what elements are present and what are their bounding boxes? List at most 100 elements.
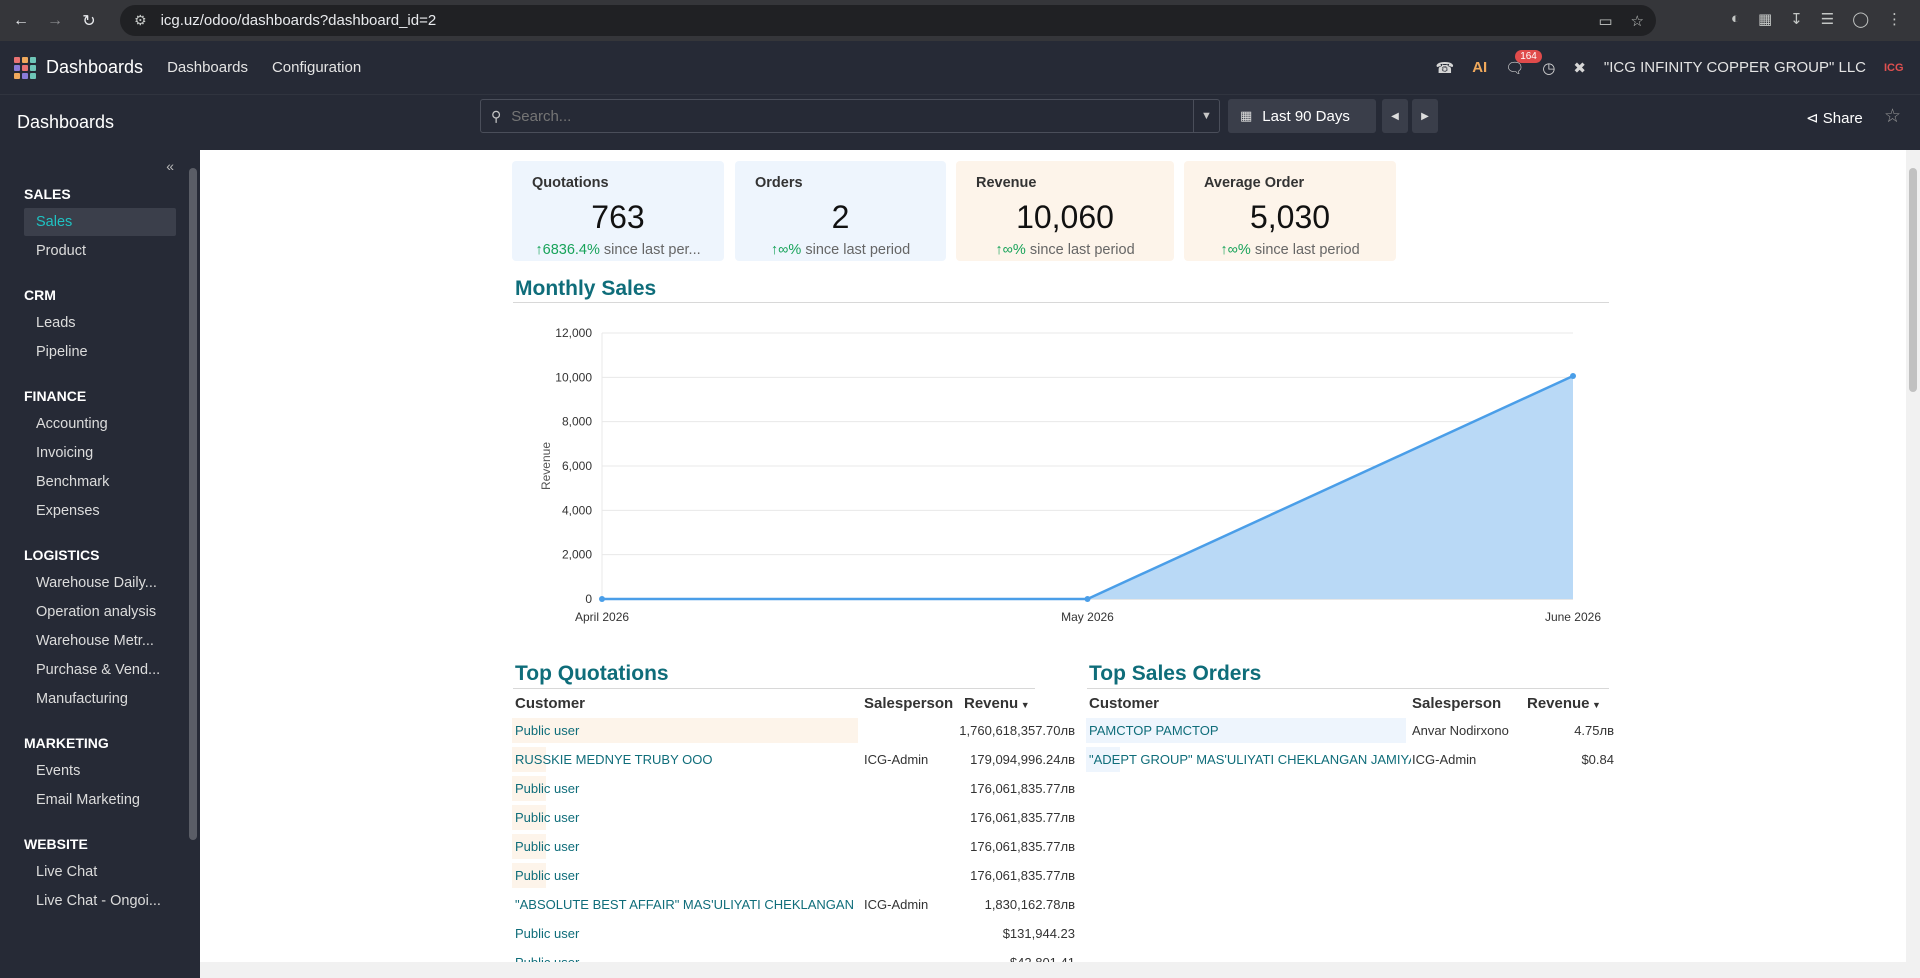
customer-cell[interactable]: Public user: [515, 926, 580, 941]
company-logo[interactable]: ICG: [1884, 61, 1904, 74]
forward-icon[interactable]: →: [47, 11, 63, 29]
search-options-toggle[interactable]: ▼: [1193, 100, 1219, 132]
col-header-revenue-label: Revenu: [964, 695, 1019, 712]
url-text: icg.uz/odoo/dashboards?dashboard_id=2: [160, 12, 437, 29]
col-header-customer[interactable]: Customer: [515, 695, 586, 712]
extension-icon[interactable]: ◐: [1730, 10, 1740, 27]
kpi-orders[interactable]: Orders 2 ↑∞% since last period: [735, 161, 946, 261]
collapse-sidebar-icon[interactable]: «: [166, 158, 174, 174]
sidebar-item-live-chat-ongoi[interactable]: Live Chat - Ongoi...: [36, 893, 161, 909]
customer-cell[interactable]: "ABSOLUTE BEST AFFAIR" MAS'ULIYATI CHEKL…: [515, 897, 858, 912]
y-tick-label: 10,000: [555, 370, 592, 384]
revenue-cell: $0.84: [1581, 752, 1614, 767]
kpi-revenue[interactable]: Revenue 10,060 ↑∞% since last period: [956, 161, 1174, 261]
menu-configuration[interactable]: Configuration: [271, 59, 362, 76]
table-row[interactable]: Public user 1,760,618,357.70лв: [512, 718, 1075, 743]
search-input[interactable]: [511, 107, 1193, 125]
customer-cell[interactable]: Public user: [515, 810, 580, 825]
app-menu-icon[interactable]: [14, 56, 36, 79]
revenue-cell: 176,061,835.77лв: [970, 839, 1075, 854]
customer-cell[interactable]: RUSSKIE MEDNYE TRUBY OOO: [515, 752, 713, 767]
company-switcher[interactable]: "ICG INFINITY COPPER GROUP" LLC: [1603, 59, 1866, 76]
site-info-icon[interactable]: ⚙: [134, 12, 147, 28]
sidebar-item-events[interactable]: Events: [36, 763, 81, 779]
table-row[interactable]: Public user 176,061,835.77лв: [512, 805, 1075, 830]
ai-icon[interactable]: AI: [1472, 59, 1488, 76]
sidebar-item-operation-analysis[interactable]: Operation analysis: [36, 604, 157, 620]
table-row[interactable]: "ADEPT GROUP" MAS'ULIYATI CHEKLANGAN JAM…: [1086, 747, 1619, 772]
reload-icon[interactable]: ↻: [82, 12, 96, 30]
tools-icon[interactable]: ✖: [1573, 59, 1586, 77]
profile-icon[interactable]: ◯: [1852, 11, 1869, 28]
sidebar-item-accounting[interactable]: Accounting: [36, 416, 108, 432]
phone-icon[interactable]: ☎: [1435, 59, 1455, 77]
col-header-revenue[interactable]: Revenue ▼: [1527, 695, 1601, 712]
table-row[interactable]: Public user 176,061,835.77лв: [512, 776, 1075, 801]
messages-icon[interactable]: 🗨 164: [1505, 49, 1542, 77]
sidebar-item-live-chat[interactable]: Live Chat: [36, 864, 98, 880]
sidebar-item-benchmark[interactable]: Benchmark: [36, 474, 110, 490]
browser-menu-icon[interactable]: ⋮: [1887, 11, 1902, 28]
customer-cell[interactable]: Public user: [515, 781, 580, 796]
horizontal-scrollbar[interactable]: [200, 962, 1920, 978]
next-period-button[interactable]: ▶: [1412, 99, 1438, 133]
col-header-customer[interactable]: Customer: [1089, 695, 1160, 712]
sidebar-item-purchase-vend[interactable]: Purchase & Vend...: [36, 662, 161, 678]
col-header-revenue-label: Revenue: [1527, 695, 1590, 712]
sidebar-scrollbar-thumb[interactable]: [189, 168, 197, 840]
calendar-icon: ▦: [1240, 108, 1253, 123]
back-icon[interactable]: ←: [13, 11, 29, 29]
sidebar-item-warehouse-metr[interactable]: Warehouse Metr...: [36, 633, 154, 649]
menu-dashboards[interactable]: Dashboards: [167, 59, 248, 76]
sidebar-item-leads[interactable]: Leads: [36, 315, 76, 331]
col-header-salesperson[interactable]: Salesperson: [864, 695, 954, 712]
customer-cell[interactable]: Public user: [515, 723, 580, 738]
media-icon[interactable]: ☰: [1820, 11, 1835, 28]
table-row[interactable]: "ABSOLUTE BEST AFFAIR" MAS'ULIYATI CHEKL…: [515, 892, 1075, 917]
content-scrollbar[interactable]: [1906, 150, 1920, 962]
table-row[interactable]: Public user 176,061,835.77лв: [512, 834, 1075, 859]
table-row[interactable]: RUSSKIE MEDNYE TRUBY OOO ICG-Admin 179,094…: [512, 747, 1075, 772]
bookmark-star-icon[interactable]: ☆: [1630, 12, 1644, 30]
col-header-salesperson[interactable]: Salesperson: [1412, 695, 1502, 712]
sidebar-item-warehouse-daily[interactable]: Warehouse Daily...: [36, 575, 157, 591]
activity-clock-icon[interactable]: ◷: [1542, 59, 1556, 77]
install-app-icon[interactable]: ▭: [1598, 12, 1613, 30]
download-icon[interactable]: ↧: [1790, 11, 1803, 28]
kpi-average-order[interactable]: Average Order 5,030 ↑∞% since last perio…: [1184, 161, 1396, 261]
table-row[interactable]: Public user $42,801.41: [515, 950, 1075, 962]
favorite-star-icon[interactable]: ☆: [1884, 106, 1902, 127]
customer-cell[interactable]: Public user: [515, 955, 858, 962]
kpi-delta: ↑∞% since last period: [735, 242, 946, 258]
sidebar-item-sales[interactable]: Sales: [24, 208, 176, 236]
previous-period-button[interactable]: ◀: [1382, 99, 1408, 133]
sidebar-item-invoicing[interactable]: Invoicing: [36, 445, 94, 461]
table-row[interactable]: PAMCTOP PAMCTOP Anvar Nodirxono 4.75лв: [1086, 718, 1619, 743]
extensions-puzzle-icon[interactable]: ▦: [1757, 11, 1773, 28]
customer-cell[interactable]: PAMCTOP PAMCTOP: [1089, 723, 1219, 738]
customer-cell[interactable]: "ADEPT GROUP" MAS'ULIYATI CHEKLANGAN JAM…: [1089, 752, 1411, 767]
sidebar-item-product[interactable]: Product: [36, 243, 86, 259]
customer-cell[interactable]: Public user: [515, 868, 580, 883]
table-row[interactable]: Public user $131,944.23: [515, 921, 1075, 946]
series-area: [602, 376, 1573, 599]
section-divider: [513, 302, 1609, 303]
content-scrollbar-thumb[interactable]: [1909, 168, 1917, 392]
col-header-revenue[interactable]: Revenu ▼: [964, 695, 1030, 712]
sidebar-item-email-marketing[interactable]: Email Marketing: [36, 792, 140, 808]
sidebar-item-pipeline[interactable]: Pipeline: [36, 344, 88, 360]
customer-cell[interactable]: Public user: [515, 839, 580, 854]
sidebar-item-manufacturing[interactable]: Manufacturing: [36, 691, 128, 707]
sidebar-scrollbar[interactable]: [186, 150, 200, 978]
address-bar[interactable]: ⚙ icg.uz/odoo/dashboards?dashboard_id=2 …: [120, 5, 1656, 36]
app-name[interactable]: Dashboards: [46, 57, 144, 77]
kpi-delta-value: 6836.4%: [542, 242, 600, 258]
row-highlight: [512, 776, 546, 801]
share-button[interactable]: ⊲ Share: [1806, 109, 1863, 127]
sidebar-item-expenses[interactable]: Expenses: [36, 503, 100, 519]
table-row[interactable]: Public user 176,061,835.77лв: [512, 863, 1075, 888]
dashboard-content: Quotations 763 ↑6836.4% since last per..…: [200, 150, 1906, 962]
kpi-value: 2: [831, 199, 850, 235]
period-filter-button[interactable]: ▦ Last 90 Days: [1228, 99, 1376, 133]
kpi-quotations[interactable]: Quotations 763 ↑6836.4% since last per..…: [512, 161, 724, 261]
